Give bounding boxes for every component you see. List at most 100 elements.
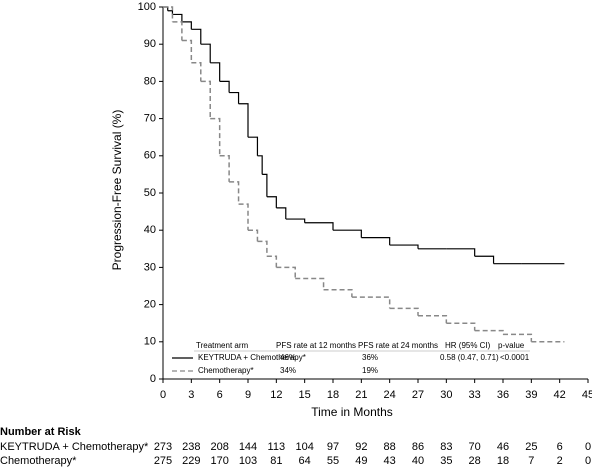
legend-header: p-value bbox=[498, 341, 525, 350]
km-step bbox=[238, 203, 249, 231]
legend-label: KEYTRUDA + Chemotherapy* bbox=[198, 353, 306, 362]
risk-count: 208 bbox=[210, 441, 228, 453]
risk-count: 92 bbox=[355, 441, 367, 453]
y-tick-label: 10 bbox=[144, 336, 156, 348]
risk-count: 25 bbox=[525, 441, 537, 453]
risk-count: 113 bbox=[268, 441, 286, 453]
km-step bbox=[191, 28, 202, 45]
risk-count: 6 bbox=[557, 441, 563, 453]
risk-count: 229 bbox=[182, 455, 200, 467]
risk-count: 86 bbox=[412, 441, 424, 453]
risk-count: 46 bbox=[497, 441, 509, 453]
km-step bbox=[389, 307, 419, 316]
x-tick-label: 45 bbox=[582, 389, 592, 401]
km-step bbox=[219, 155, 230, 182]
x-tick-label: 12 bbox=[270, 389, 282, 401]
km-step bbox=[333, 229, 362, 238]
y-tick-label: 80 bbox=[144, 75, 156, 87]
km-step bbox=[262, 173, 268, 197]
km-step bbox=[257, 155, 263, 175]
risk-count: 18 bbox=[497, 455, 509, 467]
km-step bbox=[200, 43, 211, 63]
km-step bbox=[361, 237, 391, 246]
km-step bbox=[167, 10, 174, 15]
risk-row-label: KEYTRUDA + Chemotherapy* bbox=[0, 441, 149, 453]
risk-count: 55 bbox=[327, 455, 339, 467]
x-tick-label: 24 bbox=[384, 389, 396, 401]
y-tick-label: 40 bbox=[144, 224, 156, 236]
km-step bbox=[446, 248, 476, 257]
km-step bbox=[200, 80, 211, 119]
km-step bbox=[295, 277, 325, 290]
km-step bbox=[181, 39, 193, 63]
risk-count: 40 bbox=[412, 455, 424, 467]
risk-count: 49 bbox=[355, 455, 367, 467]
risk-count: 83 bbox=[440, 441, 452, 453]
risk-count: 104 bbox=[295, 441, 313, 453]
km-step bbox=[181, 21, 192, 30]
x-tick-label: 9 bbox=[245, 389, 251, 401]
km-step bbox=[389, 244, 419, 249]
legend-cell: 36% bbox=[362, 353, 378, 362]
risk-count: 70 bbox=[469, 441, 481, 453]
y-tick-label: 70 bbox=[144, 113, 156, 125]
km-step bbox=[266, 196, 277, 208]
risk-count: 0 bbox=[585, 441, 591, 453]
risk-count: 7 bbox=[528, 455, 534, 467]
x-tick-label: 15 bbox=[299, 389, 311, 401]
x-tick-label: 3 bbox=[188, 389, 194, 401]
km-step bbox=[351, 296, 391, 309]
km-step bbox=[285, 218, 306, 223]
km-step bbox=[418, 315, 448, 324]
y-tick-label: 90 bbox=[144, 38, 156, 50]
legend-header: PFS rate at 12 months bbox=[276, 341, 356, 350]
km-step bbox=[229, 91, 240, 104]
km-step bbox=[266, 255, 278, 268]
km-step bbox=[219, 80, 230, 93]
risk-count: 0 bbox=[585, 455, 591, 467]
km-step bbox=[210, 62, 221, 82]
y-axis-label: Progression-Free Survival (%) bbox=[110, 110, 124, 271]
risk-count: 28 bbox=[469, 455, 481, 467]
km-step bbox=[248, 136, 259, 156]
km-step bbox=[257, 240, 268, 257]
legend-header: Treatment arm bbox=[196, 341, 248, 350]
risk-count: 170 bbox=[210, 455, 228, 467]
km-step bbox=[474, 255, 495, 264]
risk-count: 238 bbox=[182, 441, 200, 453]
x-tick-label: 33 bbox=[469, 389, 481, 401]
x-tick-label: 27 bbox=[412, 389, 424, 401]
risk-title: Number at Risk bbox=[0, 426, 82, 438]
km-step bbox=[191, 62, 202, 82]
x-tick-label: 18 bbox=[327, 389, 339, 401]
km-step bbox=[446, 322, 476, 331]
risk-count: 81 bbox=[270, 455, 282, 467]
risk-count: 35 bbox=[440, 455, 452, 467]
risk-count: 64 bbox=[299, 455, 311, 467]
risk-count: 144 bbox=[239, 441, 257, 453]
km-step bbox=[163, 6, 174, 22]
risk-count: 273 bbox=[154, 441, 172, 453]
km-step bbox=[276, 207, 287, 220]
legend-cell: 0.58 (0.47, 0.71) bbox=[440, 353, 499, 362]
legend-header: PFS rate at 24 months bbox=[358, 341, 438, 350]
risk-count: 43 bbox=[384, 455, 396, 467]
y-tick-label: 100 bbox=[138, 1, 156, 13]
y-tick-label: 0 bbox=[150, 373, 156, 385]
x-tick-label: 36 bbox=[497, 389, 509, 401]
km-step bbox=[248, 229, 259, 242]
km-step bbox=[229, 181, 240, 205]
km-step bbox=[276, 266, 296, 279]
x-tick-label: 6 bbox=[217, 389, 223, 401]
y-tick-label: 60 bbox=[144, 150, 156, 162]
km-step bbox=[210, 117, 221, 156]
risk-row-label: Chemotherapy* bbox=[0, 455, 77, 467]
km-step bbox=[304, 222, 334, 231]
km-step bbox=[238, 103, 249, 138]
x-tick-label: 42 bbox=[554, 389, 566, 401]
x-tick-label: 21 bbox=[355, 389, 367, 401]
km-step bbox=[172, 13, 183, 22]
y-tick-label: 30 bbox=[144, 261, 156, 273]
km-step bbox=[172, 21, 183, 41]
